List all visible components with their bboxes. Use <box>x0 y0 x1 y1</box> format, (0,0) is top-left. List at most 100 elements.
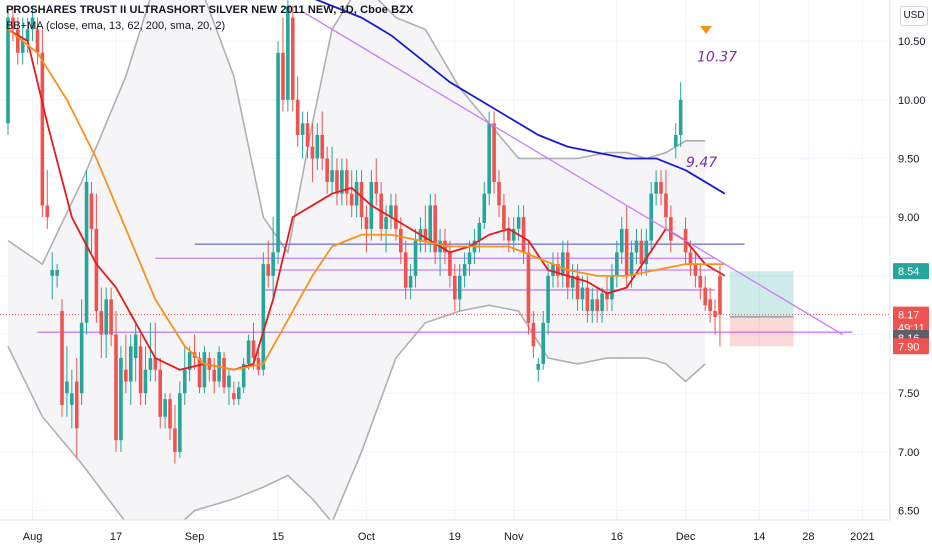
price-annotation: 9.47 <box>686 155 717 171</box>
candle-body <box>580 287 585 300</box>
candle-body <box>128 346 133 382</box>
candle-body <box>541 322 545 364</box>
bollinger-bands <box>7 0 706 547</box>
price-tag-label: 7.90 <box>898 341 919 353</box>
x-tick-label: Nov <box>504 531 524 543</box>
ema-13-line <box>7 28 726 371</box>
position-loss-zone[interactable] <box>729 316 794 347</box>
price-annotation: 10.37 <box>697 49 737 65</box>
candle-body <box>531 322 536 347</box>
candle-body <box>664 193 668 218</box>
candle-body <box>526 252 531 323</box>
candle-body <box>227 375 231 388</box>
candle-body <box>615 252 619 276</box>
candle-body <box>570 275 575 288</box>
candle-body <box>94 228 99 312</box>
candle-body <box>182 369 187 394</box>
candle-body <box>585 287 590 312</box>
candle-body <box>325 158 329 182</box>
candle-body <box>305 123 310 147</box>
candle-body <box>698 275 703 288</box>
candle-body <box>124 369 128 382</box>
candle-body <box>290 17 295 100</box>
candle-body <box>482 193 487 224</box>
candle-body <box>556 264 560 276</box>
candle-body <box>60 311 64 405</box>
indicator-label[interactable]: BB+MA (close, ema, 13, 62, 200, sma, 20,… <box>6 20 226 32</box>
candle-body <box>84 181 89 323</box>
currency-button[interactable]: USD <box>900 6 928 26</box>
price-tag <box>893 338 929 355</box>
x-tick-label: 15 <box>272 531 284 543</box>
x-tick-label: 14 <box>753 531 765 543</box>
candle-body <box>148 358 153 370</box>
candle-body <box>251 340 256 359</box>
candle-body <box>477 223 482 241</box>
candle-body <box>413 240 418 276</box>
annotations: 10.37 9.47 <box>686 26 737 171</box>
candle-body <box>546 275 550 323</box>
candle-body <box>521 217 526 253</box>
candle-body <box>394 205 398 229</box>
candle-body <box>399 228 403 253</box>
candle-body <box>448 252 452 276</box>
candle-body <box>281 52 285 100</box>
candle-body <box>497 181 501 206</box>
candle-body <box>575 275 580 300</box>
candle-body <box>511 228 516 241</box>
candle-body <box>330 170 334 182</box>
candle-body <box>605 293 609 300</box>
position-profit-zone[interactable] <box>729 271 794 317</box>
candle-body <box>713 311 717 317</box>
candle-body <box>364 217 369 229</box>
candle-body <box>187 352 192 370</box>
candle-body <box>35 29 40 53</box>
x-tick-label: 2021 <box>850 531 874 543</box>
candle-body <box>624 228 629 276</box>
long-position-tool[interactable] <box>729 271 794 347</box>
candle-body <box>79 322 84 394</box>
candle-body <box>384 217 388 229</box>
candle-body <box>222 358 226 388</box>
x-tick-label: Sep <box>185 531 205 543</box>
candle-body <box>693 264 698 276</box>
candle-body <box>143 369 148 394</box>
candle-body <box>99 311 104 335</box>
candle-body <box>16 29 20 53</box>
candle-body <box>236 387 241 400</box>
candle-body <box>246 340 251 364</box>
x-tick-label: Oct <box>358 531 375 543</box>
x-tick-label: 16 <box>611 531 623 543</box>
candle-body <box>507 228 511 241</box>
candle-body <box>654 181 658 194</box>
candle-body <box>600 293 604 312</box>
candle-body <box>389 205 393 218</box>
candle-body <box>457 275 462 300</box>
candle-body <box>408 275 413 288</box>
candle-body <box>634 240 639 253</box>
candle-body <box>718 275 722 315</box>
candle-body <box>443 240 447 253</box>
candle-body <box>50 269 54 276</box>
candle-body <box>610 275 614 300</box>
candle-body <box>315 134 320 159</box>
candle-body <box>173 428 177 452</box>
candle-body <box>241 363 246 388</box>
descending-trendline[interactable] <box>302 11 844 336</box>
candle-body <box>639 240 644 265</box>
candle-body <box>673 134 678 147</box>
candle-body <box>30 17 35 30</box>
candle-body <box>232 393 236 400</box>
candle-body <box>163 399 167 417</box>
candle-body <box>536 363 541 370</box>
bollinger-fill <box>8 0 706 546</box>
x-tick-label: Aug <box>23 531 43 543</box>
candle-body <box>261 264 266 370</box>
symbol-title[interactable]: PROSHARES TRUST II ULTRASHORT SILVER NEW… <box>6 4 414 16</box>
candlesticks <box>6 0 722 464</box>
candle-body <box>70 393 74 405</box>
y-tick-label: 7.50 <box>898 388 919 400</box>
y-tick-label: 6.50 <box>898 506 919 518</box>
trendline[interactable] <box>302 11 844 336</box>
